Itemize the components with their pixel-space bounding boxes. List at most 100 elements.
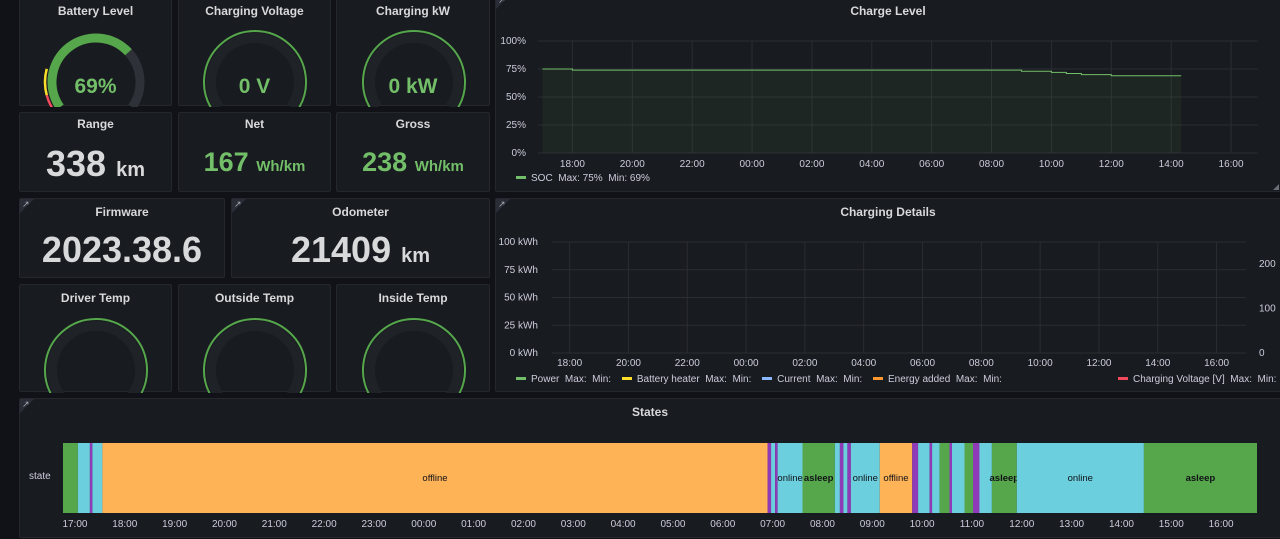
y-tick-label: 75% (506, 64, 526, 75)
charging-voltage-swatch (1118, 376, 1128, 380)
state-segment-online (1016, 443, 1144, 513)
state-segment-online (850, 443, 880, 513)
charging-voltage-gauge (203, 30, 307, 107)
threshold-red (45, 94, 53, 107)
net-panel[interactable]: Net 167 Wh/km (178, 112, 331, 192)
power-legend-name: Power (531, 374, 560, 385)
state-segment-label: asleep (804, 473, 834, 484)
state-segment-label: online (777, 473, 802, 484)
resize-handle[interactable] (1273, 184, 1279, 190)
x-tick-label: 09:00 (860, 519, 885, 530)
state-segment-purple (973, 443, 980, 513)
x-tick-label: 02:00 (792, 358, 817, 369)
gross-panel[interactable]: Gross 238 Wh/km (336, 112, 490, 192)
charging-kw-panel[interactable]: Charging kW 0 kW (336, 0, 490, 107)
external-link-icon[interactable]: ↗ (22, 199, 30, 209)
range-stat: 338 km (20, 143, 171, 185)
driver-temp-panel[interactable]: Driver Temp (19, 284, 172, 393)
current-swatch (762, 376, 773, 380)
soc-legend-name[interactable]: SOC (531, 173, 553, 184)
y-tick-label: 25 kWh (504, 320, 538, 331)
charging-kw-gauge (362, 30, 466, 107)
gross-unit: Wh/km (414, 158, 464, 175)
legend-energy-added[interactable]: Energy added Max: Min: (872, 374, 1002, 385)
battery-heater-legend-max: Max: (705, 374, 727, 385)
panel-title: Firmware (95, 205, 149, 219)
state-segment-online (92, 443, 103, 513)
charging-voltage-legend-name: Charging Voltage [V] (1133, 374, 1225, 385)
x-tick-label: 21:00 (262, 519, 287, 530)
x-tick-label: 16:00 (1204, 358, 1229, 369)
external-link-icon[interactable]: ↗ (234, 199, 242, 209)
legend-power[interactable]: Power Max: Min: (516, 374, 611, 385)
y-right-tick-label: 200 (1259, 259, 1276, 270)
range-value: 338 (46, 143, 107, 184)
x-tick-label: 16:00 (1219, 159, 1244, 170)
x-tick-label: 14:00 (1159, 159, 1184, 170)
range-panel[interactable]: Range 338 km (19, 112, 172, 192)
x-tick-label: 12:00 (1009, 519, 1034, 530)
current-legend-min: Min: (843, 374, 863, 385)
legend-charging-voltage[interactable]: Charging Voltage [V] Max: Min: (1118, 374, 1276, 385)
inside-temp-panel[interactable]: Inside Temp (336, 284, 490, 393)
odometer-stat: 21409 km (232, 229, 489, 271)
external-link-icon[interactable]: ↗ (22, 399, 30, 409)
y-tick-label: 50 kWh (504, 293, 538, 304)
outside-temp-panel[interactable]: Outside Temp (178, 284, 331, 393)
gauge-fill (47, 33, 132, 107)
charge-legend: SOC Max: 75% Min: 69% (516, 173, 650, 184)
y-tick-label: 75 kWh (504, 265, 538, 276)
panel-link-corner[interactable] (496, 199, 510, 213)
panel-title: Charge Level (850, 4, 926, 18)
state-segment-label: online (1068, 473, 1093, 484)
panel-title: Inside Temp (378, 291, 448, 305)
x-tick-label: 08:00 (969, 358, 994, 369)
state-segment-purple (839, 443, 844, 513)
panel-link-corner[interactable] (232, 199, 246, 213)
legend-current[interactable]: Current Max: Min: (762, 374, 862, 385)
charging-voltage-panel[interactable]: Charging Voltage 0 V (178, 0, 331, 107)
firmware-panel[interactable]: ↗ Firmware 2023.38.6 (19, 198, 225, 278)
odometer-unit: km (401, 245, 431, 267)
state-segment-asleep (63, 443, 78, 513)
charging-details-legend: Power Max: Min: Battery heater Max: Min:… (516, 374, 1010, 385)
panel-title: Battery Level (57, 4, 134, 18)
external-link-icon[interactable]: ↗ (498, 0, 506, 5)
y-tick-label: 100 kWh (499, 237, 538, 248)
soc-legend-min: Min: 69% (608, 173, 650, 184)
x-tick-label: 00:00 (740, 159, 765, 170)
firmware-value: 2023.38.6 (41, 229, 203, 270)
panel-title: Charging Details (840, 205, 936, 219)
state-segment-online (918, 443, 930, 513)
charging-details-panel[interactable]: ↗ Charging Details 100 kWh 75 kWh 50 kWh 25… (495, 198, 1280, 392)
x-tick-label: 06:00 (710, 519, 735, 530)
panel-title: Charging Voltage (205, 4, 304, 18)
x-tick-label: 12:00 (1086, 358, 1111, 369)
battery-heater-swatch (621, 376, 632, 380)
x-tick-label: 03:00 (561, 519, 586, 530)
power-swatch (516, 376, 526, 380)
panel-link-corner[interactable] (496, 0, 510, 9)
charge-level-panel[interactable]: ↗ Charge Level 100% 75% 50% 25% 0% 18:00 20:00… (495, 0, 1280, 192)
legend-battery-heater[interactable]: Battery heater Max: Min: (621, 374, 751, 385)
state-segment-online (777, 443, 803, 513)
state-segment-purple (847, 443, 851, 513)
y-tick-label: 100% (500, 36, 526, 47)
x-tick-label: 18:00 (112, 519, 137, 530)
state-segment-offline (879, 443, 913, 513)
state-segment-purple (929, 443, 933, 513)
states-panel[interactable]: ↗ States state offline online asleep online… (19, 398, 1280, 538)
x-tick-label: 07:00 (760, 519, 785, 530)
range-unit: km (116, 159, 145, 181)
x-tick-label: 05:00 (660, 519, 685, 530)
state-segment-label: asleep (990, 473, 1020, 484)
battery-level-panel[interactable]: Battery Level 69% (19, 0, 172, 107)
state-segment-asleep (1143, 443, 1257, 513)
external-link-icon[interactable]: ↗ (498, 199, 506, 209)
charging-voltage-legend-max: Max: (1230, 374, 1252, 385)
panel-link-corner[interactable] (20, 199, 34, 213)
state-segment-label: asleep (1186, 473, 1216, 484)
x-tick-label: 20:00 (620, 159, 645, 170)
panel-link-corner[interactable] (20, 399, 34, 413)
odometer-panel[interactable]: ↗ Odometer 21409 km (231, 198, 490, 278)
